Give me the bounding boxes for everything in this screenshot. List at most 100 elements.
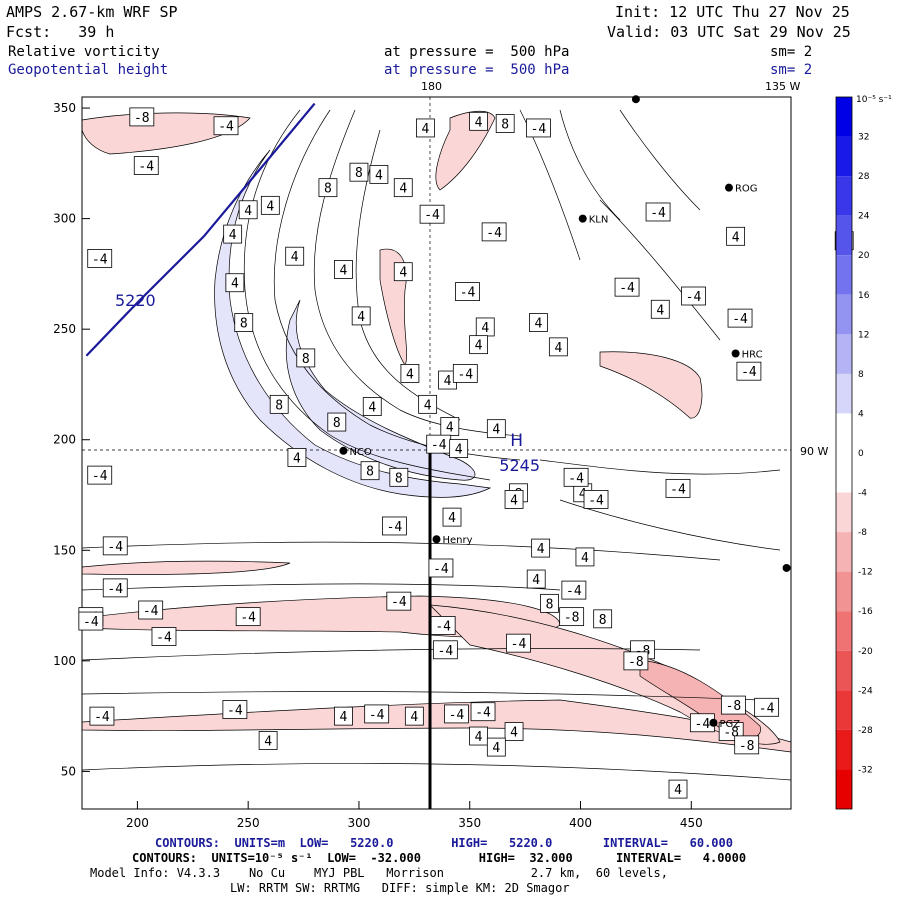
- svg-text:8: 8: [501, 118, 509, 133]
- colorbar-swatch: [836, 453, 852, 493]
- y-axis-ticks: 50 100 150 200 250 300 350: [53, 101, 90, 778]
- contour-label: 4: [260, 195, 280, 215]
- contour-label: 4: [287, 448, 307, 467]
- svg-text:4: 4: [455, 443, 463, 458]
- svg-text:4: 4: [732, 230, 740, 245]
- height-contour-5220: [85, 102, 316, 357]
- contour-label: 4: [418, 394, 438, 414]
- field1-smoothing: sm= 2: [770, 44, 813, 60]
- colorbar: 32 28 24 20 16 12 8 4 0 -4 -8 -12 -16 -20 -24 -28 -32: [835, 96, 873, 810]
- svg-text:8: 8: [395, 471, 403, 486]
- svg-text:4: 4: [229, 228, 237, 243]
- contour-label: -4: [481, 222, 507, 242]
- contour-label: -4: [430, 616, 456, 635]
- svg-text:4: 4: [448, 511, 456, 526]
- svg-text:8: 8: [324, 182, 332, 197]
- station-name: NCO: [349, 447, 371, 458]
- colorbar-tick-label: -12: [858, 568, 873, 578]
- contour-label: 4: [529, 313, 548, 332]
- colorbar-tick-label: 16: [858, 291, 870, 301]
- svg-text:4: 4: [446, 420, 454, 435]
- contour-label: -4: [419, 204, 445, 224]
- svg-text:4: 4: [475, 730, 483, 745]
- colorbar-tick-label: -8: [858, 528, 867, 538]
- svg-text:4: 4: [368, 401, 376, 416]
- svg-text:8: 8: [333, 416, 341, 431]
- colorbar-tick-label: 32: [858, 133, 869, 143]
- svg-text:8: 8: [302, 352, 310, 367]
- svg-text:-4: -4: [686, 290, 702, 305]
- contour-label: -4: [645, 202, 671, 222]
- contour-label: 4: [393, 262, 413, 282]
- station-dot: [432, 535, 441, 544]
- contour-label: -4: [736, 361, 762, 381]
- svg-text:-4: -4: [670, 482, 686, 497]
- colorbar-swatch: [836, 334, 852, 374]
- svg-text:4: 4: [266, 199, 274, 214]
- contour-label: -4: [665, 478, 691, 498]
- svg-text:-4: -4: [83, 615, 99, 630]
- colorbar-tick-label: -32: [858, 765, 873, 775]
- svg-text:-4: -4: [741, 365, 757, 380]
- contour-label: 4: [504, 490, 524, 509]
- svg-text:-4: -4: [619, 281, 635, 296]
- field1-name: Relative vorticity: [8, 44, 160, 60]
- svg-text:4: 4: [244, 204, 252, 219]
- contour-label: 8: [540, 593, 559, 613]
- svg-text:-8: -8: [628, 655, 644, 670]
- svg-text:4: 4: [410, 710, 418, 725]
- svg-text:-4: -4: [486, 226, 502, 241]
- contour-label: -4: [614, 277, 640, 297]
- contour-label: 4: [548, 337, 568, 357]
- contour-label: 8: [318, 178, 338, 198]
- contour-label: 4: [726, 226, 746, 246]
- colorbar-swatch: [836, 690, 852, 730]
- contour-label: -4: [222, 700, 248, 719]
- colorbar-tick-label: 24: [858, 212, 870, 222]
- contour-label: -4: [689, 713, 715, 733]
- contour-label: 4: [442, 507, 462, 527]
- colorbar-tick-label: 4: [858, 409, 864, 419]
- valid-time: Valid: 03 UTC Sat 29 Nov 25: [607, 23, 851, 41]
- svg-text:4: 4: [375, 168, 383, 183]
- svg-text:-4: -4: [588, 493, 604, 508]
- svg-text:-4: -4: [107, 540, 123, 555]
- contour-label: -4: [78, 611, 104, 631]
- contour-label: 8: [327, 412, 347, 432]
- y-tick-label: 200: [53, 433, 76, 447]
- colorbar-tick-label: 12: [858, 330, 869, 340]
- y-tick-label: 100: [53, 654, 76, 668]
- contour-label: -4: [428, 558, 454, 578]
- svg-text:4: 4: [264, 734, 272, 749]
- colorbar-tick-label: -4: [858, 489, 867, 499]
- colorbar-tick-label: 28: [858, 172, 870, 182]
- contour-label: -4: [681, 286, 706, 306]
- contour-label: -4: [470, 702, 496, 722]
- contour-label: 8: [495, 114, 515, 133]
- field2-smoothing: sm= 2: [770, 62, 813, 78]
- svg-text:-8: -8: [134, 111, 150, 126]
- svg-text:-4: -4: [218, 120, 234, 135]
- svg-text:4: 4: [492, 423, 500, 438]
- svg-text:4: 4: [537, 542, 545, 557]
- colorbar-swatch: [836, 611, 852, 651]
- field2-level: at pressure = 500 hPa: [384, 62, 570, 78]
- svg-text:-4: -4: [531, 122, 547, 137]
- station-name: PGZ: [719, 719, 740, 730]
- contour-label: 8: [349, 162, 369, 182]
- contour-label: 4: [650, 299, 670, 319]
- contour-label: 4: [369, 164, 389, 184]
- contour-label: 8: [360, 461, 380, 481]
- svg-text:-4: -4: [431, 438, 447, 453]
- svg-text:-4: -4: [424, 208, 440, 223]
- contour-label: 4: [400, 363, 420, 383]
- contour-label: -4: [526, 118, 551, 138]
- station-dot: [339, 446, 348, 455]
- svg-text:-4: -4: [759, 701, 775, 716]
- contour-label: 4: [469, 335, 488, 355]
- svg-text:4: 4: [554, 341, 562, 356]
- svg-text:8: 8: [599, 613, 607, 628]
- station-name: KLN: [589, 215, 609, 226]
- svg-text:4: 4: [579, 487, 587, 502]
